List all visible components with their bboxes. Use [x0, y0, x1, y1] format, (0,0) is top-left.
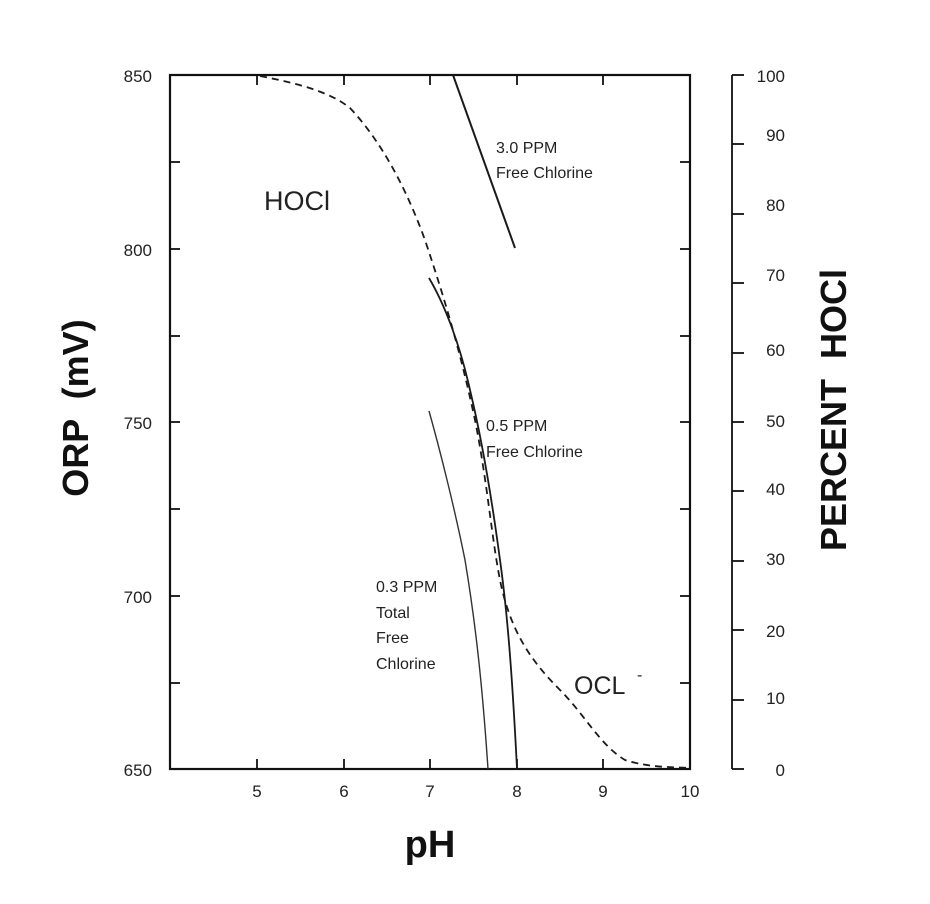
percent-axis: [731, 74, 744, 770]
svg-text:20: 20: [766, 622, 785, 641]
svg-text:5: 5: [252, 782, 261, 801]
svg-text:90: 90: [766, 126, 785, 145]
svg-text:800: 800: [124, 241, 152, 260]
svg-text:850: 850: [124, 67, 152, 86]
svg-text:700: 700: [124, 588, 152, 607]
y-tick-labels: 850 800 750 700 650: [124, 67, 152, 780]
svg-text:10: 10: [681, 782, 700, 801]
ocl-label: OCL -: [574, 667, 642, 700]
svg-text:80: 80: [766, 196, 785, 215]
svg-text:30: 30: [766, 550, 785, 569]
y-axis-title: ORP (mV): [55, 319, 96, 496]
annot-3ppm: 3.0 PPM Free Chlorine: [496, 140, 593, 182]
y-axis-ticks: [170, 161, 690, 684]
svg-text:Free: Free: [376, 630, 409, 647]
svg-text:Free Chlorine: Free Chlorine: [486, 444, 583, 461]
svg-text:60: 60: [766, 341, 785, 360]
percent-hocl-curve: [259, 75, 691, 769]
svg-text:10: 10: [766, 689, 785, 708]
svg-text:OCL: OCL: [574, 672, 626, 700]
series-3ppm-line: [452, 74, 516, 249]
svg-text:70: 70: [766, 266, 785, 285]
svg-text:0.3 PPM: 0.3 PPM: [376, 579, 437, 596]
svg-text:6: 6: [339, 782, 348, 801]
svg-text:7: 7: [425, 782, 434, 801]
svg-text:8: 8: [512, 782, 521, 801]
x-axis-title: pH: [405, 824, 456, 866]
hocl-label: HOCl: [264, 186, 330, 216]
svg-text:Chlorine: Chlorine: [376, 656, 436, 673]
svg-text:3.0 PPM: 3.0 PPM: [496, 140, 557, 157]
x-tick-labels: 5 6 7 8 9 10: [252, 782, 699, 801]
series-05ppm-line: [428, 277, 518, 770]
svg-text:0: 0: [776, 761, 785, 780]
svg-text:100: 100: [757, 67, 785, 86]
svg-text:650: 650: [124, 761, 152, 780]
svg-text:40: 40: [766, 480, 785, 499]
svg-text:Free Chlorine: Free Chlorine: [496, 165, 593, 182]
svg-text:Total: Total: [376, 605, 410, 622]
series-03ppm-line: [428, 410, 489, 770]
y2-tick-labels: 100 90 80 70 60 50 40 30 20 10 0: [757, 67, 785, 780]
annot-03ppm: 0.3 PPM Total Free Chlorine: [376, 579, 437, 673]
annot-05ppm: 0.5 PPM Free Chlorine: [486, 418, 583, 461]
y2-axis-title: PERCENT HOCl: [813, 269, 854, 551]
svg-text:750: 750: [124, 414, 152, 433]
svg-text:50: 50: [766, 412, 785, 431]
svg-text:-: -: [637, 667, 642, 684]
svg-text:0.5 PPM: 0.5 PPM: [486, 418, 547, 435]
svg-text:9: 9: [598, 782, 607, 801]
